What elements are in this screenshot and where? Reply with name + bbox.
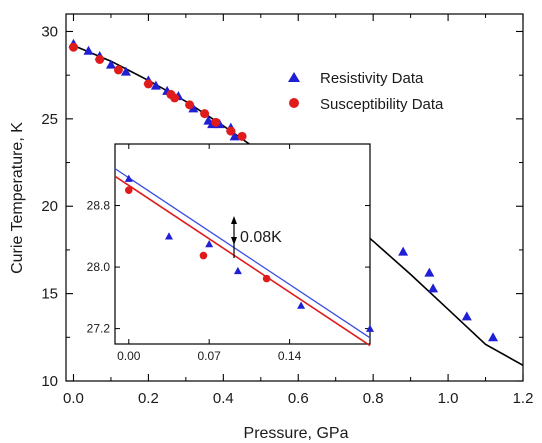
annotation-arrow-head-up <box>231 216 237 224</box>
resistivity-point <box>229 131 240 141</box>
inset-resistivity-point <box>124 174 133 182</box>
susceptibility-point <box>211 117 221 127</box>
resistivity-point <box>424 267 435 277</box>
inset-resistivity-point <box>233 266 242 275</box>
annotation-label: 0.08K <box>240 229 282 246</box>
resistivity-point <box>428 283 439 293</box>
inset-x-tick-label: 0.00 <box>117 349 141 363</box>
susceptibility-point <box>113 65 123 75</box>
x-tick-label: 1.2 <box>513 390 534 407</box>
y-tick-label: 20 <box>41 198 58 215</box>
inset-annotation: 0.08K <box>231 216 282 258</box>
susceptibility-point <box>226 126 236 136</box>
inset-y-tick-label: 28.0 <box>87 260 111 274</box>
x-tick-label: 0.8 <box>363 390 384 407</box>
inset-susceptibility-point <box>124 186 133 194</box>
inset-susceptibility-point <box>199 251 208 260</box>
susceptibility-point <box>185 100 195 110</box>
x-tick-label: 0.6 <box>288 390 309 407</box>
y-axis-title: Curie Temperature, K <box>9 122 26 274</box>
resistivity-point <box>105 59 116 69</box>
y-tick-label: 30 <box>41 23 58 40</box>
inset-resistivity-point <box>297 301 306 309</box>
inset-y-tick-label: 27.2 <box>87 322 111 336</box>
inset-y-tick-label: 28.8 <box>87 199 111 213</box>
resistivity-point <box>398 246 409 256</box>
resistivity-point <box>120 66 131 76</box>
inset-x-tick-label: 0.14 <box>278 349 302 363</box>
inset-blue-line <box>114 168 371 339</box>
main-axis-ticks: 0.0 0.2 0.4 0.6 0.8 1.0 1.2 10 15 20 25 30 <box>41 14 533 407</box>
annotation-arrow-head-down <box>231 237 237 245</box>
susceptibility-point <box>170 93 180 103</box>
susceptibility-point <box>237 131 247 141</box>
resistivity-point <box>188 103 199 113</box>
y-tick-label: 15 <box>41 286 58 303</box>
resistivity-point <box>461 311 472 321</box>
inset-resistivity-point <box>205 240 214 248</box>
x-axis-title: Pressure, GPa <box>244 425 349 442</box>
inset-data-points <box>124 174 374 332</box>
inset-resistivity-point <box>164 232 173 240</box>
x-tick-label: 0.0 <box>63 390 84 407</box>
inset-red-line <box>114 175 371 347</box>
x-tick-label: 0.2 <box>138 390 159 407</box>
x-tick-label: 0.4 <box>213 390 234 407</box>
inset-x-tick-label: 0.07 <box>198 349 222 363</box>
susceptibility-point <box>143 79 153 89</box>
susceptibility-point <box>68 42 78 52</box>
inset-frame <box>114 143 371 345</box>
legend: Resistivity Data Susceptibility Data <box>288 70 444 113</box>
inset-resistivity-point <box>366 324 374 332</box>
y-tick-label: 25 <box>41 111 58 128</box>
legend-label-susceptibility: Susceptibility Data <box>320 96 444 113</box>
main-plot-frame <box>65 13 524 382</box>
resistivity-point <box>488 332 499 342</box>
inset-susceptibility-point <box>262 274 271 283</box>
x-tick-label: 1.0 <box>438 390 459 407</box>
legend-label-resistivity: Resistivity Data <box>320 70 424 87</box>
y-tick-label: 10 <box>41 373 58 390</box>
susceptibility-point <box>95 54 105 64</box>
inset-lines <box>114 168 371 347</box>
legend-triangle-marker <box>288 72 300 82</box>
resistivity-point <box>150 80 161 90</box>
susceptibility-point <box>200 109 210 119</box>
legend-circle-marker <box>289 98 299 108</box>
inset-axis-ticks: 0.00 0.07 0.14 27.2 28.0 28.8 <box>87 144 370 363</box>
resistivity-point <box>83 45 94 55</box>
